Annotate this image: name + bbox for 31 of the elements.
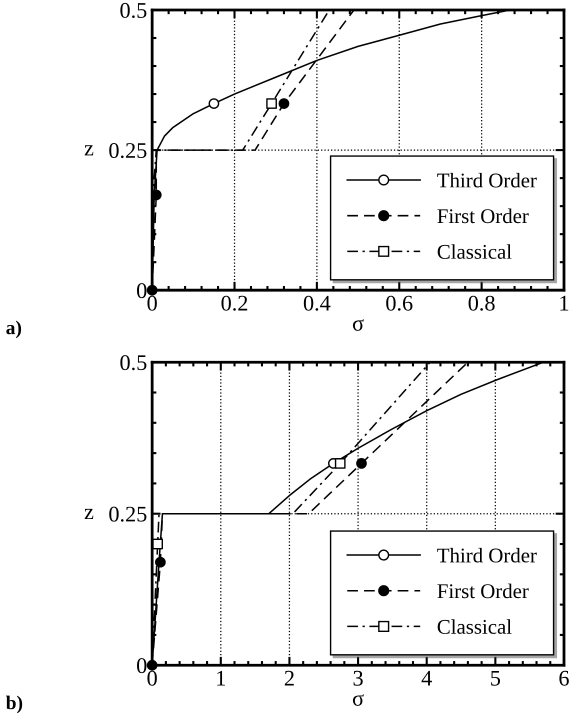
text: a): [6, 320, 22, 338]
legend-label: First Order: [437, 208, 529, 224]
x-tick-label: 0: [147, 296, 157, 311]
text: b): [6, 696, 22, 713]
x-tick-label: 4: [422, 670, 432, 686]
legend-label: Third Order: [437, 172, 537, 188]
legend-label: First Order: [437, 584, 529, 598]
x-tick-label: 5: [491, 670, 500, 686]
x-tick-label: 0: [147, 670, 157, 686]
y-tick-label: 0: [137, 658, 146, 674]
x-tick-label: 1: [217, 670, 226, 686]
y-tick-label: 0.5: [120, 355, 146, 370]
x-axis-title: σ: [352, 694, 364, 706]
x-tick-label: 0.4: [304, 296, 330, 311]
x-tick-label: 0.6: [386, 296, 412, 311]
x-tick-label: 6: [559, 670, 569, 686]
y-axis-title: z: [84, 508, 94, 520]
y-tick-label: 0.25: [109, 506, 146, 522]
x-tick-label: 1: [560, 296, 568, 310]
x-tick-label: 0.2: [221, 296, 248, 311]
legend-label: Classical: [438, 619, 512, 634]
y-axis-title: z: [84, 145, 94, 156]
legend-label: Third Order: [437, 548, 537, 563]
x-tick-label: 0.8: [468, 296, 495, 311]
x-tick-label: 3: [354, 670, 363, 686]
legend-label: Classical: [438, 244, 512, 259]
y-tick-label: 0.5: [120, 2, 146, 18]
y-tick-label: 0.25: [109, 143, 146, 158]
x-tick-label: 2: [284, 670, 294, 686]
y-tick-label: 0: [137, 283, 146, 298]
x-axis-title: σ: [352, 319, 364, 331]
